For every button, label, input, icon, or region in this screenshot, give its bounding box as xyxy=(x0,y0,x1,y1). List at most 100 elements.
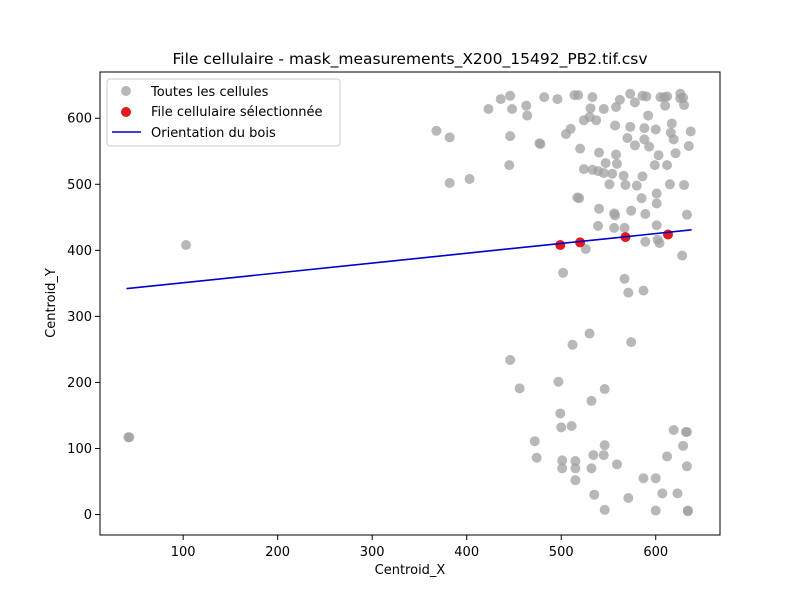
cell-point xyxy=(495,94,506,105)
cell-point xyxy=(599,440,610,451)
cell-point xyxy=(594,147,605,158)
legend: Toutes les cellules File cellulaire séle… xyxy=(106,78,341,147)
cell-point xyxy=(574,193,585,204)
cell-point xyxy=(431,125,442,136)
chart-title: File cellulaire - mask_measurements_X200… xyxy=(172,50,647,69)
cell-point xyxy=(580,244,591,255)
legend-label-selected-file: File cellulaire sélectionnée xyxy=(151,105,323,120)
cell-point xyxy=(682,505,693,516)
y-tick-label: 400 xyxy=(67,244,92,259)
cell-point xyxy=(657,488,668,499)
cell-point xyxy=(567,339,578,350)
cell-point xyxy=(619,273,630,284)
cell-point xyxy=(600,158,611,169)
legend-marker-selected-file xyxy=(121,107,131,117)
axes-frame xyxy=(99,71,721,536)
cell-point xyxy=(641,91,652,102)
y-tick-label: 300 xyxy=(67,310,92,325)
cell-point xyxy=(504,160,515,171)
cell-point xyxy=(610,120,621,131)
cell-point xyxy=(181,240,192,251)
cell-point xyxy=(586,395,597,406)
x-axis-label: Centroid_X xyxy=(375,563,446,578)
cell-point xyxy=(662,160,673,171)
cell-point xyxy=(535,138,546,149)
cell-point xyxy=(637,171,648,182)
cell-point xyxy=(650,505,661,516)
cell-point xyxy=(565,123,576,134)
cell-point xyxy=(514,383,525,394)
cell-point xyxy=(618,170,629,181)
cell-point xyxy=(578,164,589,175)
cell-point xyxy=(594,203,605,214)
cell-point xyxy=(650,124,661,135)
cell-point xyxy=(651,220,662,231)
legend-label-all-cells: Toutes les cellules xyxy=(150,85,269,100)
cell-point xyxy=(614,94,625,105)
cell-point xyxy=(651,188,662,199)
y-tick-label: 0 xyxy=(84,508,92,523)
cell-point xyxy=(604,179,615,190)
selected-cell-point xyxy=(575,237,586,248)
cell-point xyxy=(644,141,655,152)
y-tick-label: 200 xyxy=(67,376,92,391)
cell-point xyxy=(598,450,609,461)
cell-point xyxy=(505,90,516,101)
cell-point xyxy=(529,436,540,447)
cell-point xyxy=(679,100,690,111)
cell-point xyxy=(653,150,664,161)
cell-point xyxy=(570,475,581,486)
cell-point xyxy=(124,432,135,443)
cell-point xyxy=(539,92,550,103)
cell-point xyxy=(556,422,567,433)
cell-point xyxy=(668,424,679,435)
x-tick-label: 200 xyxy=(265,545,290,560)
cell-point xyxy=(483,103,494,114)
cell-point xyxy=(636,193,647,204)
cell-point xyxy=(683,140,694,151)
legend-box xyxy=(106,78,341,147)
selected-cell-point xyxy=(663,229,674,240)
wood-orientation-line xyxy=(126,229,692,290)
x-tick-label: 500 xyxy=(549,545,574,560)
cell-point xyxy=(681,461,692,472)
cell-point xyxy=(599,504,610,515)
cell-point xyxy=(611,149,622,160)
cell-point xyxy=(522,110,533,121)
y-axis-label: Centroid_Y xyxy=(44,268,59,338)
cell-point xyxy=(558,267,569,278)
x-tick-label: 100 xyxy=(171,545,196,560)
cell-point xyxy=(575,143,586,154)
cell-point xyxy=(625,121,636,132)
cell-point xyxy=(638,285,649,296)
cell-point xyxy=(664,179,675,190)
cell-point xyxy=(521,100,532,111)
cell-point xyxy=(555,408,566,419)
cell-point xyxy=(588,450,599,461)
cell-point xyxy=(444,132,455,143)
cell-point xyxy=(598,168,609,179)
cell-point xyxy=(654,238,665,249)
cell-point xyxy=(650,473,661,484)
cell-point xyxy=(587,92,598,103)
y-axis: 0 100 200 300 400 500 600 xyxy=(67,112,100,523)
cell-point xyxy=(589,489,600,500)
cell-point xyxy=(649,160,660,171)
cell-point xyxy=(660,100,671,111)
cell-point xyxy=(662,91,673,102)
cell-point xyxy=(507,103,518,114)
cell-point xyxy=(505,354,516,365)
cell-point xyxy=(662,451,673,462)
selected-cell-point xyxy=(555,240,566,251)
cell-point xyxy=(670,148,681,159)
cell-point xyxy=(623,493,634,504)
x-tick-label: 600 xyxy=(643,545,668,560)
cell-point xyxy=(626,205,637,216)
cell-point xyxy=(681,209,692,220)
cell-point xyxy=(552,94,563,105)
cell-point xyxy=(681,426,692,437)
cell-point xyxy=(626,337,637,348)
cell-point xyxy=(593,220,604,231)
x-tick-label: 400 xyxy=(454,545,479,560)
plot-area xyxy=(123,88,696,517)
